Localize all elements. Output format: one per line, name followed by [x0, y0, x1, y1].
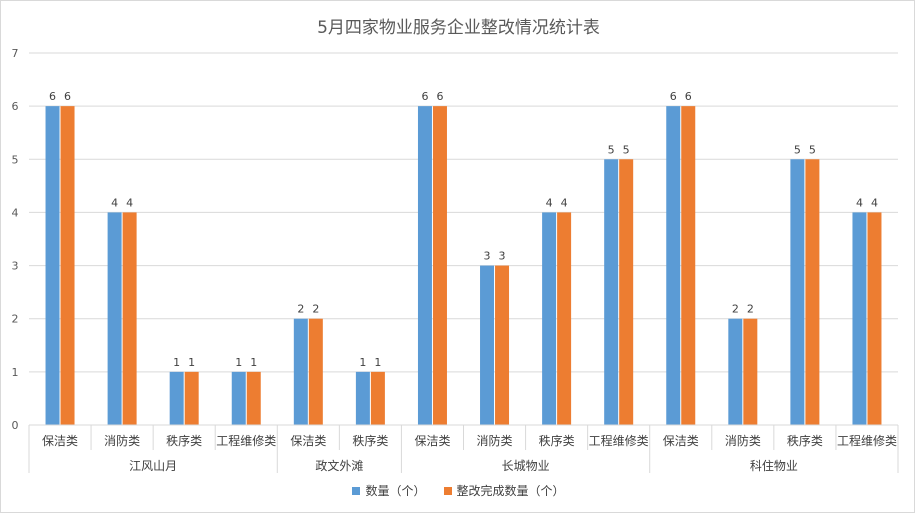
- data-label: 3: [499, 250, 506, 263]
- bar: [743, 318, 758, 425]
- bar: [122, 212, 137, 425]
- bar: [107, 212, 122, 425]
- group-label: 江风山月: [129, 459, 177, 473]
- group-label: 政文外滩: [315, 458, 363, 473]
- bar: [604, 159, 619, 426]
- data-label: 4: [546, 196, 553, 209]
- data-label: 3: [484, 250, 491, 263]
- data-label: 5: [809, 143, 816, 156]
- y-tick-label: 5: [12, 153, 19, 166]
- bar: [246, 371, 261, 425]
- data-label: 2: [312, 303, 319, 316]
- data-label: 5: [608, 143, 615, 156]
- data-label: 2: [297, 303, 304, 316]
- bar: [169, 371, 184, 425]
- x-tick-label: 保洁类: [414, 434, 450, 448]
- x-tick-label: 秩序类: [539, 433, 575, 448]
- chart-title: 5月四家物业服务企业整改情况统计表: [317, 18, 600, 38]
- data-label: 1: [188, 356, 195, 369]
- y-tick-label: 6: [12, 100, 19, 113]
- x-tick-label: 工程维修类: [216, 433, 276, 448]
- y-tick-label: 0: [12, 419, 19, 432]
- data-label: 4: [111, 196, 118, 209]
- data-label: 4: [871, 196, 878, 209]
- bar: [45, 106, 60, 426]
- bar: [728, 318, 743, 425]
- bar: [619, 159, 634, 426]
- bar: [867, 212, 882, 425]
- x-tick-label: 消防类: [725, 433, 761, 448]
- data-label: 6: [670, 90, 677, 103]
- bar: [790, 159, 805, 426]
- bar: [355, 371, 370, 425]
- data-label: 2: [747, 303, 754, 316]
- y-tick-label: 7: [12, 47, 19, 60]
- y-tick-label: 3: [12, 260, 19, 273]
- data-label: 6: [49, 90, 56, 103]
- x-tick-label: 秩序类: [787, 433, 823, 448]
- y-tick-label: 4: [12, 206, 19, 219]
- bar: [805, 159, 820, 426]
- x-tick-label: 工程维修类: [837, 433, 897, 448]
- data-label: 1: [374, 356, 381, 369]
- data-label: 5: [623, 143, 630, 156]
- legend-swatch-count: [352, 486, 361, 495]
- data-label: 1: [250, 356, 257, 369]
- data-label: 4: [561, 196, 568, 209]
- bar: [60, 106, 75, 426]
- data-label: 1: [359, 356, 366, 369]
- data-label: 4: [126, 196, 133, 209]
- bar: [184, 371, 199, 425]
- legend-item-completed: 整改完成数量（个）: [443, 482, 565, 499]
- data-label: 6: [436, 90, 443, 103]
- bar: [666, 106, 681, 426]
- bar: [852, 212, 867, 425]
- bar: [432, 106, 447, 426]
- data-label: 5: [794, 143, 801, 156]
- x-tick-label: 保洁类: [290, 434, 326, 448]
- bar: [495, 265, 510, 425]
- data-label: 2: [732, 303, 739, 316]
- group-label: 科住物业: [750, 459, 798, 473]
- x-tick-label: 消防类: [477, 433, 513, 448]
- bar: [308, 318, 323, 425]
- bar: [557, 212, 572, 425]
- x-tick-label: 消防类: [104, 433, 140, 448]
- x-tick-label: 工程维修类: [589, 433, 649, 448]
- legend-label-count: 数量（个）: [365, 484, 426, 498]
- data-label: 1: [173, 356, 180, 369]
- bar: [370, 371, 385, 425]
- data-label: 6: [64, 90, 71, 103]
- data-label: 6: [685, 90, 692, 103]
- x-tick-label: 保洁类: [42, 434, 78, 448]
- group-label: 长城物业: [502, 459, 550, 473]
- legend: 数量（个） 整改完成数量（个）: [1, 482, 915, 499]
- bar: [542, 212, 557, 425]
- y-tick-label: 1: [12, 366, 19, 379]
- legend-swatch-completed: [443, 486, 452, 495]
- bar: [480, 265, 495, 425]
- x-tick-label: 保洁类: [663, 434, 699, 448]
- bar: [231, 371, 246, 425]
- bar: [681, 106, 696, 426]
- data-label: 1: [235, 356, 242, 369]
- legend-item-count: 数量（个）: [352, 482, 426, 499]
- y-tick-label: 2: [12, 313, 19, 326]
- bar: [417, 106, 432, 426]
- data-label: 6: [421, 90, 428, 103]
- x-tick-label: 秩序类: [352, 433, 388, 448]
- bar: [293, 318, 308, 425]
- legend-label-completed: 整改完成数量（个）: [456, 484, 565, 498]
- data-label: 4: [856, 196, 863, 209]
- x-tick-label: 秩序类: [166, 433, 202, 448]
